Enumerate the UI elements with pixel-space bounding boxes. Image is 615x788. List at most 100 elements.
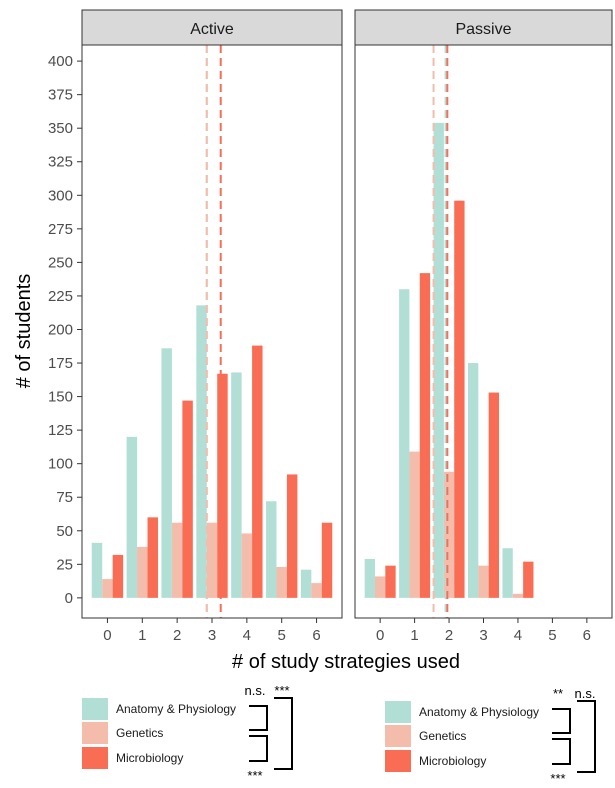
panel-passive-x-tick-label-5: 5	[548, 627, 556, 644]
panel-passive-x-tick-label-3: 3	[479, 627, 487, 644]
panel-passive-bar-microbiology-1	[419, 273, 431, 598]
panel-active-bar-microbiology-5	[286, 474, 298, 598]
y-tick-label-250: 250	[48, 254, 73, 271]
panel-active-x-tick-label-3: 3	[208, 627, 216, 644]
panel-passive-x-tick-label-1: 1	[410, 627, 418, 644]
panel-active-bar-microbiology-1	[147, 517, 158, 598]
panel-active-x-tick-label-4: 4	[243, 627, 251, 644]
panel-active-x-tick-label-0: 0	[103, 627, 111, 644]
y-tick-label-400: 400	[48, 53, 73, 70]
panel-passive-bar-microbiology-0	[385, 565, 396, 598]
panel-active-bar-anatomy-physiology-0	[91, 542, 103, 598]
panel-active-bar-microbiology-0	[112, 554, 124, 598]
y-tick-label-350: 350	[48, 120, 73, 137]
panel-passive-bar-genetics-4	[512, 593, 524, 598]
panel-passive-legend-key-microbiology	[385, 750, 411, 772]
panel-passive-bar-microbiology-4	[523, 561, 534, 598]
panel-active-x-tick-label-6: 6	[312, 627, 320, 644]
panel-active-legend-label-genetics: Genetics	[116, 726, 163, 740]
panel-active-legend-label-microbiology: Microbiology	[116, 751, 183, 765]
panel-passive-x-tick-label-2: 2	[445, 627, 453, 644]
panel-active-bar-microbiology-2	[182, 400, 193, 598]
panel-active-bar-anatomy-physiology-3	[196, 305, 207, 598]
panel-passive-bar-genetics-0	[374, 576, 386, 598]
y-tick-label-175: 175	[48, 355, 73, 372]
panel-passive-bar-genetics-1	[409, 451, 420, 598]
panel-active-bar-genetics-4	[241, 533, 253, 598]
panel-active-bar-genetics-1	[137, 546, 148, 598]
panel-active-x-tick-label-2: 2	[173, 627, 181, 644]
panel-active-sig-label-1: n.s.	[245, 683, 266, 698]
panel-passive-legend-label-anatomy-physiology: Anatomy & Physiology	[419, 705, 539, 719]
panel-passive-legend: Anatomy & Physiology Genetics Microbiology…	[385, 686, 596, 786]
legends-layer: Anatomy & Physiology Genetics Microbiology…	[82, 683, 596, 786]
y-tick-label-225: 225	[48, 288, 73, 305]
panel-active: Active 0 1 2 3 4 5 6 0 25 50 75 100 125 150 175 200 225 25…	[48, 9, 343, 644]
y-tick-label-300: 300	[48, 187, 73, 204]
panel-active-sig-label-2: ***	[247, 768, 262, 783]
panel-active-strip-title: Active	[190, 21, 234, 38]
panel-passive: Passive 0 1 2 3 4 5 6	[354, 9, 613, 644]
panel-active-legend-key-genetics	[82, 722, 108, 744]
x-axis-title: # of study strategies used	[232, 651, 460, 673]
y-tick-label-325: 325	[48, 154, 73, 171]
panel-active-bar-microbiology-6	[321, 522, 333, 598]
panel-passive-bar-anatomy-physiology-3	[467, 363, 479, 598]
panel-passive-bar-microbiology-2	[454, 200, 465, 598]
panel-active-legend-key-microbiology	[82, 747, 108, 769]
panel-passive-sig-label-outer: n.s.	[575, 686, 596, 701]
panel-active-bar-anatomy-physiology-2	[161, 348, 172, 598]
panel-active-bracket-outer	[274, 697, 293, 770]
panel-active-bar-genetics-5	[276, 567, 287, 598]
y-tick-label-375: 375	[48, 87, 73, 104]
panel-active-bar-anatomy-physiology-4	[231, 372, 242, 598]
panel-active-bar-anatomy-physiology-6	[300, 569, 312, 598]
panel-active-bar-anatomy-physiology-1	[126, 436, 138, 598]
panel-active-legend-label-anatomy-physiology: Anatomy & Physiology	[116, 702, 236, 716]
y-tick-label-25: 25	[56, 556, 73, 573]
panel-passive-border	[354, 44, 613, 619]
panel-passive-bar-genetics-3	[478, 565, 489, 598]
panel-active-legend-key-anatomy-physiology	[82, 698, 108, 720]
panel-active-bracket-2	[249, 735, 268, 762]
panel-passive-sig-label-2: ***	[550, 771, 565, 783]
y-tick-label-150: 150	[48, 389, 73, 406]
y-axis-title: # of students	[13, 274, 35, 389]
panel-passive-x-tick-label-0: 0	[376, 627, 384, 644]
panel-passive-bracket-2	[552, 738, 571, 765]
panel-passive-bar-anatomy-physiology-4	[502, 548, 513, 598]
panel-passive-sig-label-1: **	[553, 686, 563, 701]
panel-passive-bar-anatomy-physiology-1	[399, 289, 410, 598]
y-tick-label-75: 75	[56, 489, 73, 506]
panel-passive-bracket-outer	[577, 700, 596, 773]
panel-active-bar-genetics-0	[102, 579, 113, 598]
panel-passive-bar-genetics-2	[443, 471, 455, 598]
y-tick-label-200: 200	[48, 321, 73, 338]
y-tick-label-0: 0	[65, 590, 73, 607]
y-tick-label-125: 125	[48, 422, 73, 439]
y-tick-label-50: 50	[56, 523, 73, 540]
panel-passive-x-tick-label-4: 4	[514, 627, 522, 644]
panel-active-sig-label-outer: ***	[274, 683, 289, 698]
y-tick-label-100: 100	[48, 456, 73, 473]
panel-passive-legend-key-anatomy-physiology	[385, 701, 411, 723]
panel-active-bar-genetics-2	[171, 522, 183, 598]
panel-passive-strip	[354, 9, 613, 46]
panel-passive-legend-label-microbiology: Microbiology	[419, 754, 486, 768]
panel-active-bar-genetics-6	[311, 583, 322, 598]
panel-active-bar-anatomy-physiology-5	[266, 501, 277, 598]
panel-active-strip	[81, 9, 343, 46]
panel-passive-bar-microbiology-3	[488, 392, 500, 598]
panel-active-x-tick-label-1: 1	[138, 627, 146, 644]
y-tick-label-275: 275	[48, 221, 73, 238]
panel-passive-bar-anatomy-physiology-2	[433, 122, 444, 598]
panel-active-bar-genetics-3	[206, 522, 218, 598]
panel-passive-bracket-1	[552, 708, 571, 734]
panel-active-bracket-1	[249, 705, 268, 731]
panel-active-legend: Anatomy & Physiology Genetics Microbiology…	[82, 683, 293, 783]
panel-passive-legend-label-genetics: Genetics	[419, 729, 466, 743]
panel-active-x-tick-label-5: 5	[278, 627, 286, 644]
panel-passive-strip-title: Passive	[455, 21, 511, 38]
